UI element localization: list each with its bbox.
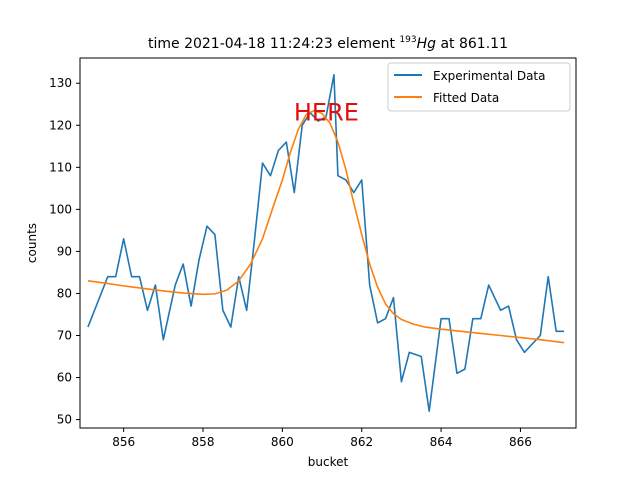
- x-tick-label: 860: [271, 435, 294, 449]
- x-axis-label: bucket: [308, 455, 349, 469]
- x-axis-ticks: 856 858 860 862 864 866: [112, 428, 532, 449]
- y-tick-label: 90: [57, 244, 72, 258]
- y-tick-label: 70: [57, 329, 72, 343]
- series-line-fitted: [87, 109, 565, 344]
- title-isotope-symbol: Hg: [417, 36, 437, 52]
- y-tick-label: 50: [57, 413, 72, 427]
- y-axis-ticks: 50 60 70 80 90 100 110 120 130: [49, 76, 80, 427]
- legend-box: [387, 62, 571, 112]
- y-tick-label: 100: [49, 202, 72, 216]
- x-tick-label: 862: [350, 435, 373, 449]
- x-tick-label: 866: [509, 435, 532, 449]
- title-suffix: at 861.11: [436, 36, 508, 52]
- x-tick-label: 856: [112, 435, 135, 449]
- y-tick-label: 80: [57, 286, 72, 300]
- series-layer: [87, 74, 565, 412]
- x-tick-label: 864: [430, 435, 453, 449]
- legend-label-fitted: Fitted Data: [433, 91, 499, 105]
- x-tick-label: 858: [192, 435, 215, 449]
- title-prefix: time 2021-04-18 11:24:23 element: [148, 36, 399, 52]
- y-tick-label: 110: [49, 160, 72, 174]
- title-isotope-mass: 193: [399, 35, 416, 45]
- y-tick-label: 130: [49, 76, 72, 90]
- here-annotation: HERE: [294, 99, 359, 127]
- chart-title: time 2021-04-18 11:24:23 element 193Hg a…: [148, 35, 508, 52]
- legend-label-experimental: Experimental Data: [433, 69, 546, 83]
- y-tick-label: 60: [57, 371, 72, 385]
- series-line-experimental: [87, 74, 565, 412]
- legend: Experimental Data Fitted Data: [387, 62, 571, 112]
- plot-frame: [79, 57, 577, 429]
- y-tick-label: 120: [49, 118, 72, 132]
- y-axis-label: counts: [25, 223, 39, 263]
